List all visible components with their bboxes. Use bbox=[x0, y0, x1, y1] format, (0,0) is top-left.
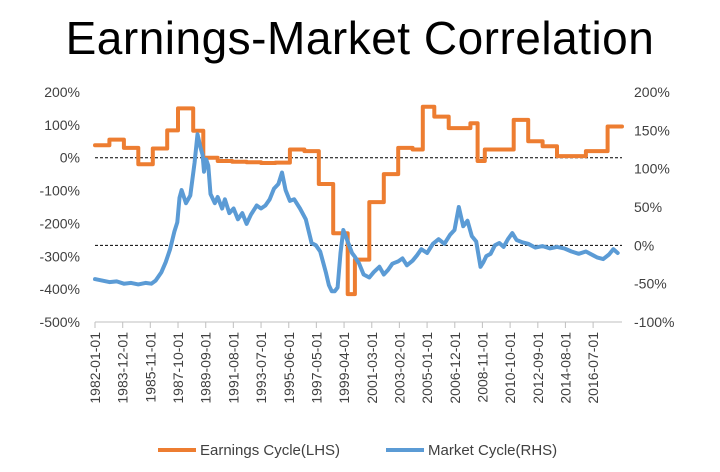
x-tick-label: 2012-09-01 bbox=[530, 332, 546, 404]
x-tick-label: 1993-07-01 bbox=[253, 332, 269, 404]
x-tick-label: 2016-07-01 bbox=[585, 332, 601, 404]
left-tick-label: 200% bbox=[44, 84, 80, 100]
right-tick-label: 200% bbox=[634, 84, 670, 100]
left-tick-label: -400% bbox=[40, 281, 80, 297]
x-tick-label: 1989-09-01 bbox=[198, 332, 214, 404]
chart-title: Earnings-Market Correlation bbox=[65, 12, 655, 64]
x-tick-label: 1991-08-01 bbox=[225, 332, 241, 404]
left-axis-ticks: 200% 100% 0% -100% -200% -300% -400% -500% bbox=[40, 84, 80, 330]
x-tick-label: 2014-08-01 bbox=[557, 332, 573, 404]
x-tick-label: 2005-01-01 bbox=[419, 332, 435, 404]
left-tick-label: -500% bbox=[40, 314, 80, 330]
left-tick-label: 100% bbox=[44, 117, 80, 133]
x-tick-label: 1997-05-01 bbox=[308, 332, 324, 404]
left-tick-label: -200% bbox=[40, 215, 80, 231]
legend-label: Market Cycle(RHS) bbox=[428, 442, 557, 459]
right-tick-label: 150% bbox=[634, 122, 670, 138]
x-tick-label: 2003-02-01 bbox=[391, 332, 407, 404]
market-cycle-line bbox=[93, 132, 620, 294]
x-tick-label: 1982-01-01 bbox=[87, 332, 103, 404]
right-tick-label: -100% bbox=[634, 314, 674, 330]
left-tick-label: 0% bbox=[60, 150, 80, 166]
right-tick-label: 50% bbox=[634, 199, 662, 215]
series-lines bbox=[93, 104, 624, 297]
x-tick-label: 1983-12-01 bbox=[115, 332, 131, 404]
legend: Earnings Cycle(LHS) Market Cycle(RHS) bbox=[158, 442, 557, 459]
right-axis-ticks: 200% 150% 100% 50% 0% -50% -100% bbox=[634, 84, 674, 330]
right-tick-label: 0% bbox=[634, 237, 654, 253]
x-tick-label: 1987-10-01 bbox=[170, 332, 186, 404]
x-tick-label: 1985-11-01 bbox=[142, 332, 158, 403]
x-tick-label: 1995-06-01 bbox=[281, 332, 297, 404]
x-tick-label: 2006-12-01 bbox=[447, 332, 463, 404]
legend-label: Earnings Cycle(LHS) bbox=[200, 442, 340, 459]
reference-lines bbox=[95, 157, 622, 246]
x-tick-label: 1999-04-01 bbox=[336, 332, 352, 404]
left-tick-label: -100% bbox=[40, 183, 80, 199]
x-tick-label: 2001-03-01 bbox=[364, 332, 380, 404]
right-tick-label: -50% bbox=[634, 276, 667, 292]
x-tick-label: 2010-10-01 bbox=[502, 332, 518, 404]
x-axis-ticks: 1982-01-01 1983-12-01 1985-11-01 1987-10-01… bbox=[87, 322, 601, 404]
right-tick-label: 100% bbox=[634, 161, 670, 177]
x-tick-label: 2008-11-01 bbox=[474, 332, 490, 403]
left-tick-label: -300% bbox=[40, 248, 80, 264]
